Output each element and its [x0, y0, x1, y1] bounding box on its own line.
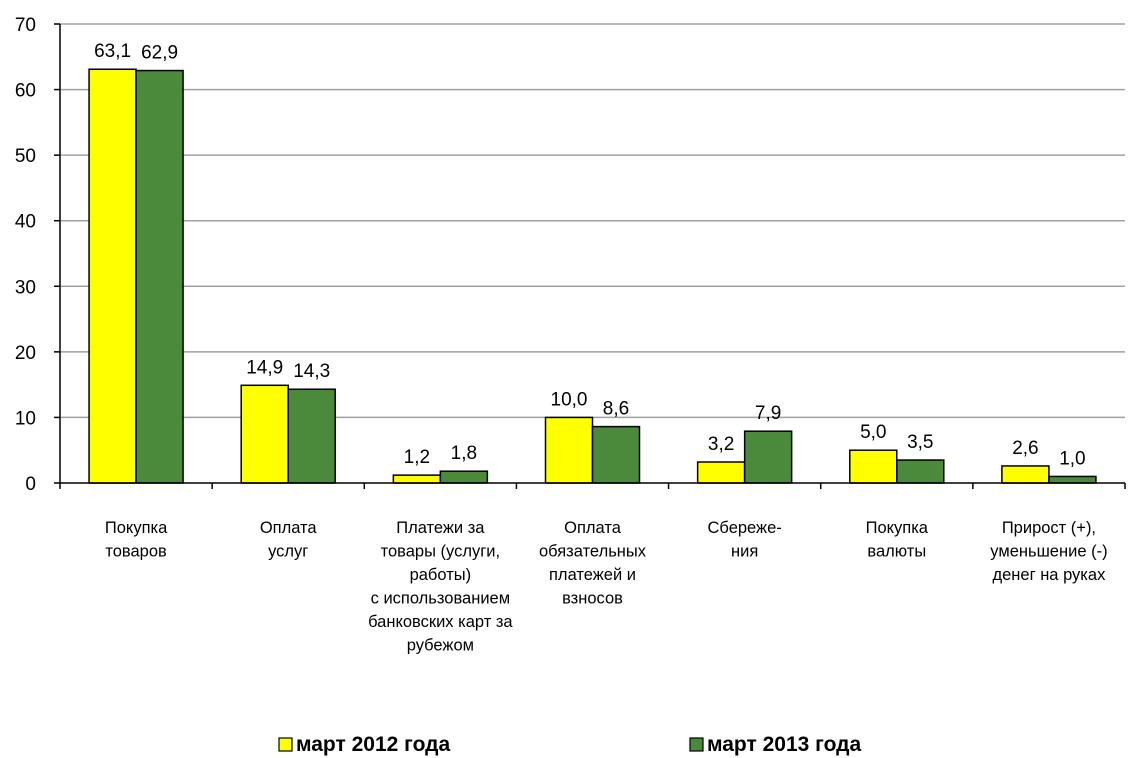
- category-label-line: Прирост (+),: [1002, 519, 1096, 537]
- category-label-line: с использованием: [371, 590, 510, 608]
- legend-swatch: [278, 737, 293, 752]
- y-tick-label: 40: [15, 212, 36, 233]
- category-label: Покупка товаров: [105, 519, 168, 561]
- data-label: 1,0: [1059, 448, 1085, 469]
- data-label: 5,0: [860, 422, 886, 443]
- category-label-line: уменьшение (-): [990, 543, 1107, 561]
- data-label: 8,6: [603, 399, 629, 420]
- bar-2012: [1001, 465, 1050, 484]
- legend-swatch: [689, 737, 704, 752]
- category-label-line: валюты: [867, 543, 926, 561]
- category-label: Платежи за товары (услуги, работы) с исполь…: [368, 519, 513, 655]
- y-axis: 0 10 20 30 40 50 60 70: [15, 15, 61, 495]
- bar-2012: [88, 68, 137, 484]
- bars: [88, 68, 1097, 484]
- bar-2013: [439, 470, 489, 484]
- y-tick-label: 60: [15, 81, 36, 102]
- category-label-line: услуг: [268, 543, 308, 561]
- y-tick-label: 50: [15, 146, 36, 167]
- bar-2012: [240, 384, 289, 484]
- bar-2013: [135, 69, 184, 484]
- legend-label: март 2012 года: [296, 733, 451, 756]
- category-labels: Покупка товаров Оплата услуг Платежи за товар…: [105, 519, 1108, 655]
- legend-label: март 2013 года: [707, 733, 862, 756]
- category-label-line: Сбереже-: [708, 519, 782, 537]
- bar-2012: [544, 416, 594, 484]
- data-label: 7,9: [755, 403, 781, 424]
- category-label-line: обязательных: [539, 543, 647, 561]
- data-label: 14,9: [246, 357, 283, 378]
- category-label-line: товаров: [105, 543, 167, 561]
- category-label: Оплата услуг: [260, 519, 318, 561]
- y-tick-label: 70: [15, 15, 36, 36]
- y-tick-label: 30: [15, 277, 36, 298]
- bar-2013: [1048, 475, 1097, 484]
- bar-2013: [743, 430, 793, 484]
- category-label: Сбереже-ния: [708, 519, 782, 561]
- category-label-line: платежей и: [549, 566, 636, 584]
- category-label-line: рубежом: [407, 637, 474, 655]
- data-label: 10,0: [551, 389, 588, 410]
- category-label: Оплата обязательных платежей и взносов: [539, 519, 647, 608]
- category-label-line: денег на руках: [993, 566, 1107, 584]
- bar-2012: [696, 461, 746, 484]
- bar-2013: [591, 425, 641, 484]
- bar-2012: [392, 474, 442, 484]
- category-label-line: Покупка: [105, 519, 168, 537]
- data-label: 14,3: [293, 361, 330, 382]
- gridlines: [60, 23, 1125, 419]
- data-labels: 63,1 14,9 1,2 10,0 3,2 5,0 2,6 62,9 14,3 1,8 8,6 7,…: [94, 41, 1086, 469]
- category-label-line: Покупка: [866, 519, 929, 537]
- data-label: 1,8: [451, 443, 477, 464]
- category-label-line: Оплата: [260, 519, 318, 537]
- data-label: 3,5: [907, 432, 933, 453]
- category-label-line: Оплата: [564, 519, 622, 537]
- category-label-line: работы): [410, 566, 472, 584]
- data-label: 62,9: [141, 43, 178, 64]
- x-axis: [59, 482, 1126, 489]
- bar-2012: [849, 449, 898, 484]
- category-label-line: банковских карт за: [368, 613, 513, 631]
- y-tick-label: 10: [15, 408, 36, 429]
- category-label: Покупка валюты: [866, 519, 929, 561]
- data-label: 3,2: [708, 434, 734, 455]
- data-label: 2,6: [1012, 438, 1038, 459]
- y-tick-label: 20: [15, 343, 36, 364]
- category-label: Прирост (+), уменьшение (-) денег на руках: [990, 519, 1107, 584]
- bar-2013: [287, 388, 336, 484]
- data-label: 63,1: [94, 41, 131, 62]
- data-label: 1,2: [404, 447, 430, 468]
- category-label-line: товары (услуги,: [381, 543, 500, 561]
- legend: март 2012 года март 2013 года: [278, 733, 862, 756]
- category-label-line: взносов: [562, 590, 623, 608]
- bar-2013: [896, 459, 945, 484]
- y-tick-label: 0: [25, 474, 36, 495]
- category-label-line: Платежи за: [396, 519, 485, 537]
- category-label-line: ния: [731, 543, 758, 561]
